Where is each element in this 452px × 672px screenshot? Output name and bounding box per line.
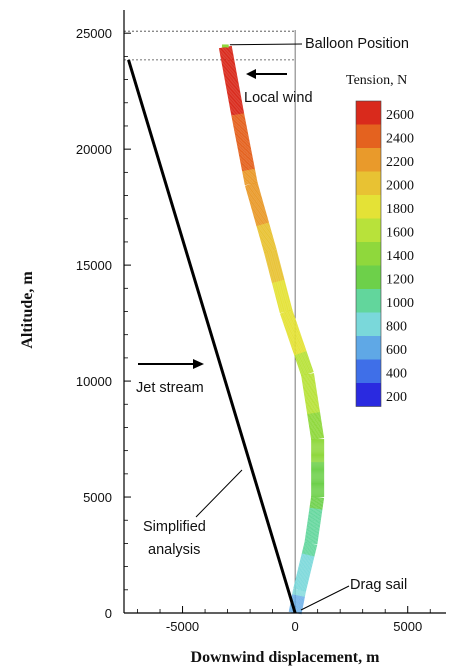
analysis-label: analysis: [148, 542, 200, 558]
jet-stream-label: Jet stream: [136, 380, 204, 396]
legend-swatch: [356, 124, 381, 148]
axis-ticks: [124, 32, 431, 614]
simplified-leader-line: [195, 469, 243, 518]
y-tick-label: 10000: [76, 374, 112, 389]
legend-swatch: [356, 383, 381, 407]
legend-label: 600: [386, 343, 407, 358]
legend-bar-frame: [355, 100, 382, 407]
legend-swatch: [356, 265, 381, 289]
legend-label: 1000: [386, 296, 414, 311]
legend-swatch: [356, 312, 381, 336]
x-axis-title: Downwind displacement, m: [191, 649, 381, 666]
y-tick-label: 25000: [76, 26, 112, 41]
x-tick-label: 0: [292, 619, 299, 634]
legend-swatch: [356, 101, 381, 125]
y-tick-label: 0: [105, 606, 112, 621]
legend-label: 800: [386, 320, 407, 335]
jet-stream-arrowhead: [193, 359, 204, 369]
local-wind-label: Local wind: [244, 90, 313, 106]
x-tick-label: 5000: [393, 619, 422, 634]
y-axis-title: Altitude, m: [19, 271, 36, 349]
annotations: Balloon Position Local wind Jet stream S…: [136, 36, 409, 611]
x-tick-label: -5000: [166, 619, 199, 634]
balloon-leader-line: [229, 43, 303, 46]
legend-swatch: [356, 289, 381, 313]
tension-legend: Tension, N 2600 2400 2200 2000 1800 1600 1400 1…: [346, 73, 414, 407]
legend-swatch: [356, 148, 381, 172]
legend-label: 2400: [386, 132, 414, 147]
legend-swatch: [356, 336, 381, 360]
drag-sail-leader-line: [300, 585, 350, 611]
legend-label: 1200: [386, 273, 414, 288]
y-tick-label: 5000: [83, 490, 112, 505]
simplified-analysis-line: [127, 59, 297, 614]
plot-axes: [123, 10, 446, 614]
balloon-position-label: Balloon Position: [305, 36, 409, 52]
simplified-label: Simplified: [143, 519, 206, 535]
legend-swatch: [356, 359, 381, 383]
tick-labels: -5000 0 5000 0 5000 10000 15000 20000 25000: [76, 26, 422, 634]
legend-label: 2200: [386, 155, 414, 170]
y-tick-label: 15000: [76, 258, 112, 273]
local-wind-arrowhead: [246, 69, 256, 79]
drag-sail-label: Drag sail: [350, 577, 407, 593]
legend-label: 400: [386, 367, 407, 382]
legend-swatch: [356, 195, 381, 219]
y-tick-label: 20000: [76, 142, 112, 157]
legend-title: Tension, N: [346, 73, 407, 88]
legend-label: 200: [386, 390, 407, 405]
legend-label: 2000: [386, 179, 414, 194]
legend-label: 1600: [386, 226, 414, 241]
legend-label: 2600: [386, 108, 414, 123]
legend-swatch: [356, 242, 381, 266]
legend-swatch: [356, 218, 381, 242]
tension-colored-tether: [218, 44, 325, 615]
simplified-analysis-series: [127, 59, 297, 614]
legend-label: 1800: [386, 202, 414, 217]
legend-label: 1400: [386, 249, 414, 264]
legend-swatch: [356, 171, 381, 195]
